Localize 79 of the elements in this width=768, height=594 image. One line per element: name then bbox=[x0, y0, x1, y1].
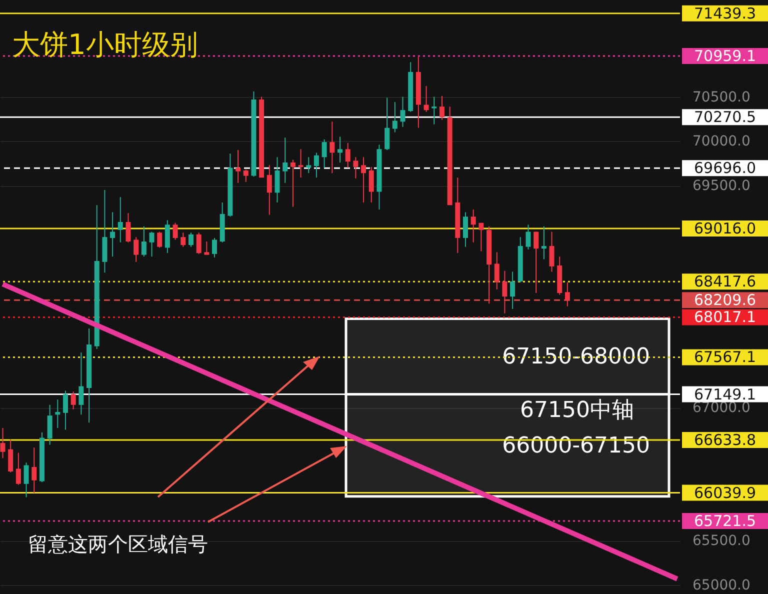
ref-line-label: 67567.1 bbox=[694, 348, 756, 366]
candlestick bbox=[282, 137, 288, 184]
candlestick bbox=[564, 282, 570, 307]
annotation: 留意这两个区域信号 bbox=[28, 532, 208, 556]
candlestick bbox=[526, 224, 531, 250]
candlestick bbox=[400, 96, 406, 128]
candlestick bbox=[345, 142, 350, 168]
candlestick bbox=[330, 121, 335, 174]
ref-line-label: 71439.3 bbox=[694, 4, 756, 22]
ref-line-label: 66633.8 bbox=[694, 431, 756, 450]
candlestick bbox=[70, 391, 76, 410]
candlestick bbox=[196, 232, 202, 254]
candlestick bbox=[32, 447, 37, 494]
ref-line-label: 66039.9 bbox=[694, 484, 756, 502]
ref-line-label: 65721.5 bbox=[694, 512, 756, 530]
candlestick bbox=[0, 427, 6, 459]
candlestick bbox=[24, 462, 29, 498]
ref-line-label: 68417.6 bbox=[694, 272, 756, 291]
candlestick bbox=[439, 95, 444, 120]
candlestick bbox=[541, 226, 546, 260]
y-tick-label: 65000.0 bbox=[692, 578, 750, 594]
ref-line-label: 68209.6 bbox=[694, 291, 756, 310]
candlestick bbox=[314, 152, 319, 178]
candlestick bbox=[502, 270, 508, 314]
candlestick bbox=[298, 148, 304, 178]
candlestick bbox=[424, 86, 429, 112]
candlestick bbox=[306, 156, 312, 174]
candlestick bbox=[534, 231, 539, 294]
candlestick bbox=[494, 252, 500, 290]
y-tick-label: 69500.0 bbox=[692, 178, 750, 194]
candlestick bbox=[510, 271, 516, 310]
ref-line-label: 70270.5 bbox=[694, 108, 756, 126]
candlestick bbox=[368, 166, 374, 203]
y-tick-label: 70000.0 bbox=[692, 134, 750, 150]
candlestick bbox=[47, 404, 52, 446]
candlestick bbox=[470, 209, 476, 243]
candlestick bbox=[188, 232, 194, 248]
candlestick bbox=[478, 222, 484, 252]
candlestick bbox=[110, 212, 116, 258]
candlestick bbox=[392, 102, 398, 133]
candlestick bbox=[432, 96, 437, 125]
candlestick bbox=[8, 439, 14, 473]
candlestick bbox=[290, 159, 296, 208]
candlestick bbox=[141, 226, 146, 258]
candlestick bbox=[322, 138, 327, 168]
candlestick bbox=[384, 97, 390, 151]
ref-line-label: 69016.0 bbox=[694, 220, 756, 238]
candlestick bbox=[134, 236, 139, 262]
candlestick bbox=[353, 156, 358, 179]
candlestick bbox=[55, 399, 60, 428]
candlestick bbox=[16, 452, 21, 486]
candlestick bbox=[549, 231, 554, 272]
candlestick bbox=[274, 156, 280, 203]
candlestick bbox=[212, 237, 218, 258]
candlestick bbox=[243, 169, 248, 183]
candlestick bbox=[180, 232, 186, 248]
text: 大饼1小时级别 bbox=[12, 28, 198, 61]
candlestick bbox=[149, 231, 154, 258]
candlestick bbox=[236, 150, 241, 184]
band-label: 67150-68000 bbox=[502, 344, 650, 370]
candlestick bbox=[338, 136, 342, 163]
band-label: 66000-67150 bbox=[502, 433, 650, 458]
candlestick bbox=[62, 390, 68, 430]
candlestick bbox=[361, 156, 366, 203]
candlestick bbox=[164, 220, 170, 254]
candlestick bbox=[266, 164, 272, 216]
candlestick bbox=[118, 196, 123, 243]
candlestick bbox=[126, 212, 131, 243]
candlestick bbox=[462, 212, 468, 248]
ref-line-label: 68017.1 bbox=[694, 308, 756, 326]
annotation: 67150中轴 bbox=[520, 398, 634, 424]
ref-line-label: 69696.0 bbox=[694, 159, 756, 178]
y-tick-label: 65500.0 bbox=[692, 533, 750, 550]
candlestick bbox=[157, 231, 162, 248]
candlestick bbox=[204, 241, 210, 256]
y-tick-label: 70500.0 bbox=[692, 89, 750, 106]
ref-line-label: 70959.1 bbox=[694, 47, 756, 66]
candlestick bbox=[172, 222, 178, 240]
candlestick bbox=[78, 352, 84, 416]
